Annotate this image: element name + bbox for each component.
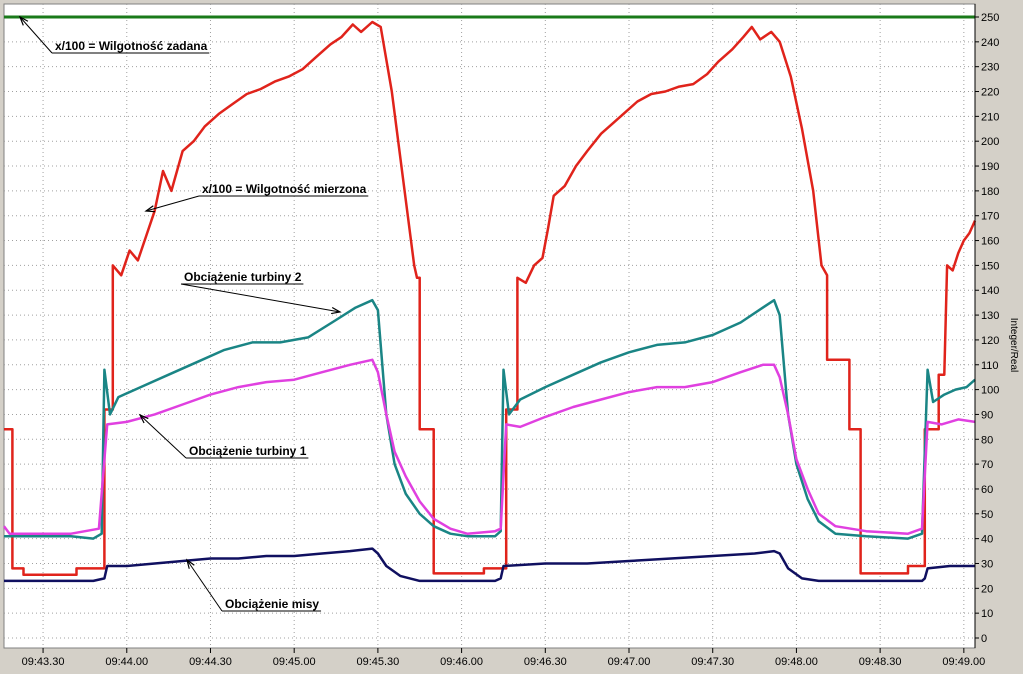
- annotation-turbina1: Obciążenie turbiny 1: [138, 413, 309, 459]
- annotations: x/100 = Wilgotność zadana x/100 = Wilgotn…: [18, 15, 369, 612]
- y-tick-label: 50: [981, 509, 993, 521]
- annotation-label-zadana: x/100 = Wilgotność zadana: [55, 39, 208, 53]
- y-tick-label: 150: [981, 260, 999, 272]
- annotation-arrowhead: [138, 413, 149, 424]
- annotation-label-turbina2: Obciążenie turbiny 2: [184, 270, 302, 284]
- x-tick-label: 09:47.00: [608, 656, 651, 668]
- annotation-label-turbina1: Obciążenie turbiny 1: [189, 444, 307, 458]
- grid-lines: [4, 4, 975, 648]
- annotation-arrowhead: [186, 558, 195, 569]
- x-tick-label: 09:45.00: [273, 656, 316, 668]
- series-line-misy: [4, 547, 975, 583]
- y-tick-label: 250: [981, 12, 999, 24]
- y-tick-label: 170: [981, 211, 999, 223]
- x-tick-label: 09:48.30: [859, 656, 902, 668]
- x-tick-label: 09:44.00: [105, 656, 148, 668]
- y-tick-label: 120: [981, 335, 999, 347]
- x-tick-label: 09:47.30: [691, 656, 734, 668]
- y-tick-label: 180: [981, 186, 999, 198]
- annotation-misy: Obciążenie misy: [186, 558, 322, 612]
- y-tick-label: 240: [981, 37, 999, 49]
- annotation-leader: [186, 559, 223, 612]
- y-tick-label: 230: [981, 62, 999, 74]
- annotation-arrowhead: [18, 15, 29, 26]
- y-tick-label: 30: [981, 558, 993, 570]
- y-tick-label: 70: [981, 459, 993, 471]
- annotation-turbina2: Obciążenie turbiny 2: [180, 270, 342, 315]
- y-tick-label: 10: [981, 608, 993, 620]
- annotation-arrowhead: [331, 306, 342, 315]
- x-tick-label: 09:49.00: [942, 656, 985, 668]
- y-tick-label: 220: [981, 87, 999, 99]
- series-line-turbina2: [4, 298, 976, 540]
- y-tick-label: 90: [981, 409, 993, 421]
- y-tick-label: 190: [981, 161, 999, 173]
- plot-area: [3, 3, 976, 649]
- x-tick-label: 09:46.00: [440, 656, 483, 668]
- x-tick-label: 09:43.30: [22, 656, 65, 668]
- annotation-leader: [19, 16, 53, 54]
- x-tick-label: 09:48.00: [775, 656, 818, 668]
- series-line-mierzona: [4, 20, 977, 576]
- annotation-label-misy: Obciążenie misy: [225, 597, 319, 611]
- annotation-mierzona: x/100 = Wilgotność mierzona: [144, 182, 369, 213]
- y-axis: 0 10 20 30 40 50 60 70 80 90 100 110 120 130 140 150 160…: [974, 4, 999, 648]
- y-tick-label: 210: [981, 111, 999, 123]
- y-tick-label: 40: [981, 534, 993, 546]
- x-tick-label: 09:44.30: [189, 656, 232, 668]
- y-tick-label: 160: [981, 236, 999, 248]
- y-tick-label: 140: [981, 285, 999, 297]
- y-tick-label: 100: [981, 385, 999, 397]
- y-tick-label: 0: [981, 633, 987, 645]
- y-tick-label: 200: [981, 136, 999, 148]
- y-tick-label: 20: [981, 583, 993, 595]
- annotation-label-mierzona: x/100 = Wilgotność mierzona: [202, 182, 367, 196]
- y-axis-title: Integer/Real: [1008, 318, 1019, 372]
- y-tick-label: 110: [981, 360, 999, 372]
- annotation-leader: [145, 195, 200, 212]
- y-tick-label: 60: [981, 484, 993, 496]
- series-lines: [2, 15, 977, 583]
- annotation-zadana: x/100 = Wilgotność zadana: [18, 15, 210, 54]
- x-tick-label: 09:46.30: [524, 656, 567, 668]
- series-line-turbina1: [2, 358, 976, 535]
- y-tick-label: 80: [981, 434, 993, 446]
- y-tick-label: 130: [981, 310, 999, 322]
- x-axis: 09:43.30 09:44.00 09:44.30 09:45.00 09:45.30…: [22, 648, 985, 668]
- annotation-leader: [139, 414, 187, 459]
- annotation-arrowhead: [144, 205, 156, 213]
- x-tick-label: 09:45.30: [356, 656, 399, 668]
- annotation-leader: [180, 283, 341, 313]
